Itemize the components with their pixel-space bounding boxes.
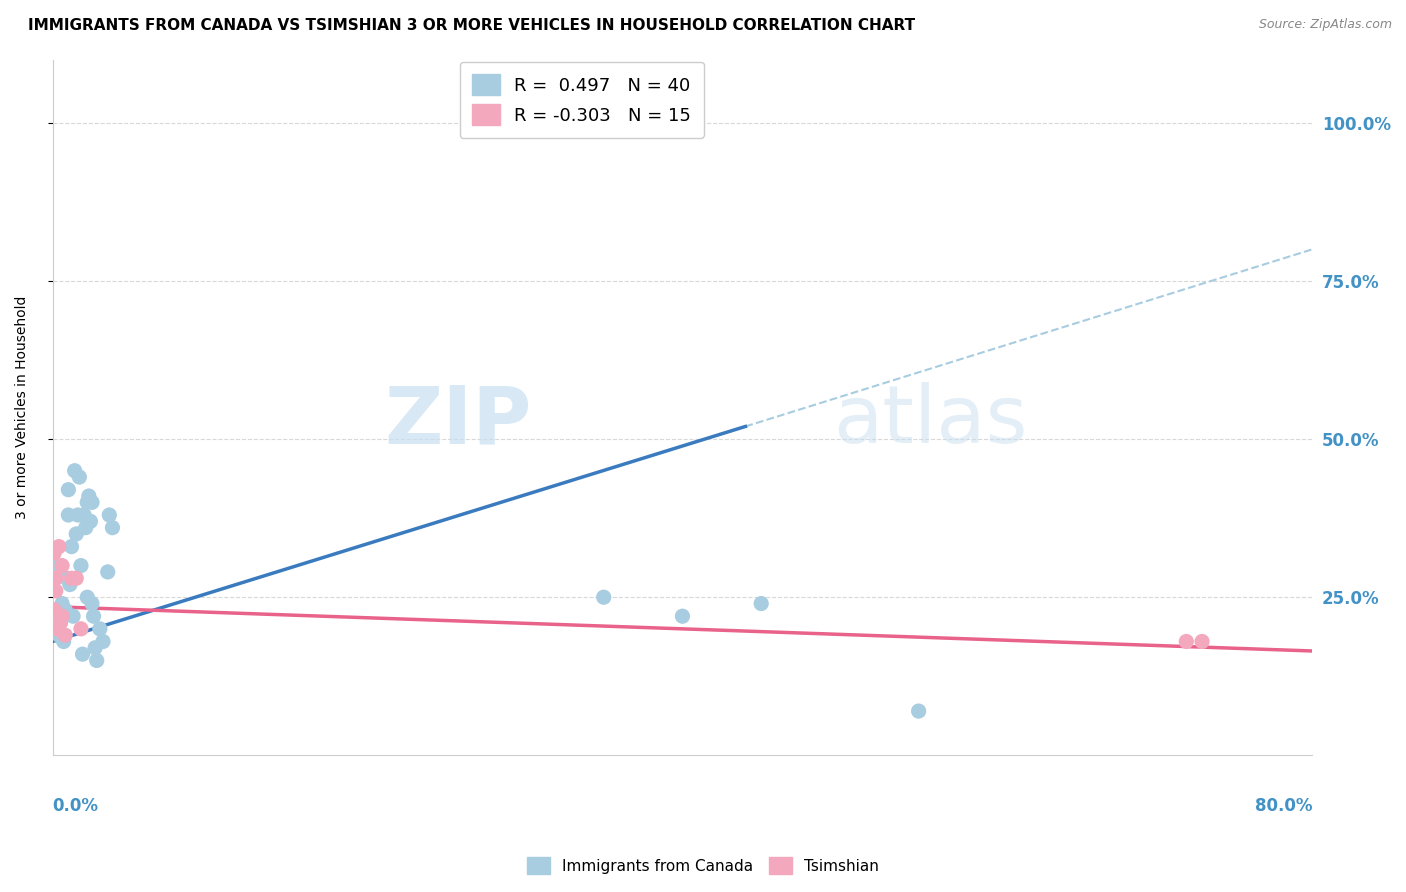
Text: atlas: atlas <box>834 383 1028 460</box>
Point <box>83 609 105 624</box>
Point <box>51 609 73 624</box>
Point <box>84 640 107 655</box>
Point <box>592 591 614 605</box>
Point <box>70 558 93 573</box>
Y-axis label: 3 or more Vehicles in Household: 3 or more Vehicles in Household <box>15 296 30 519</box>
Point <box>53 628 76 642</box>
Legend: Immigrants from Canada, Tsimshian: Immigrants from Canada, Tsimshian <box>522 851 884 880</box>
Point <box>907 704 929 718</box>
Point <box>89 622 111 636</box>
Point <box>62 609 84 624</box>
Point <box>51 597 73 611</box>
Point <box>76 591 98 605</box>
Legend: R =  0.497   N = 40, R = -0.303   N = 15: R = 0.497 N = 40, R = -0.303 N = 15 <box>460 62 703 137</box>
Point <box>46 558 69 573</box>
Point <box>73 508 96 522</box>
Text: ZIP: ZIP <box>384 383 531 460</box>
Point <box>67 470 90 484</box>
Point <box>46 622 69 636</box>
Point <box>60 571 83 585</box>
Point <box>55 571 77 585</box>
Point <box>749 597 772 611</box>
Point <box>48 628 70 642</box>
Point <box>45 571 67 585</box>
Text: IMMIGRANTS FROM CANADA VS TSIMSHIAN 3 OR MORE VEHICLES IN HOUSEHOLD CORRELATION : IMMIGRANTS FROM CANADA VS TSIMSHIAN 3 OR… <box>28 18 915 33</box>
Point <box>79 514 101 528</box>
Point <box>53 603 76 617</box>
Point <box>101 521 124 535</box>
Point <box>70 622 93 636</box>
Point <box>44 622 66 636</box>
Point <box>44 546 66 560</box>
Point <box>91 634 114 648</box>
Text: Source: ZipAtlas.com: Source: ZipAtlas.com <box>1258 18 1392 31</box>
Point <box>65 571 87 585</box>
Point <box>49 615 72 630</box>
Point <box>51 558 73 573</box>
Point <box>76 495 98 509</box>
Point <box>72 647 94 661</box>
Point <box>1191 634 1213 648</box>
Point <box>60 540 83 554</box>
Point <box>75 521 97 535</box>
Point <box>58 508 80 522</box>
Point <box>44 603 66 617</box>
Point <box>98 508 121 522</box>
Point <box>80 495 103 509</box>
Point <box>45 609 67 624</box>
Point <box>52 634 75 648</box>
Text: 0.0%: 0.0% <box>52 797 98 815</box>
Point <box>63 464 86 478</box>
Text: 80.0%: 80.0% <box>1254 797 1312 815</box>
Point <box>66 508 89 522</box>
Point <box>58 483 80 497</box>
Point <box>77 489 100 503</box>
Point <box>65 527 87 541</box>
Point <box>59 577 82 591</box>
Point <box>80 597 103 611</box>
Point <box>1175 634 1198 648</box>
Point <box>86 653 108 667</box>
Point <box>97 565 120 579</box>
Point <box>45 583 67 598</box>
Point <box>48 540 70 554</box>
Point <box>49 615 72 630</box>
Point <box>671 609 693 624</box>
